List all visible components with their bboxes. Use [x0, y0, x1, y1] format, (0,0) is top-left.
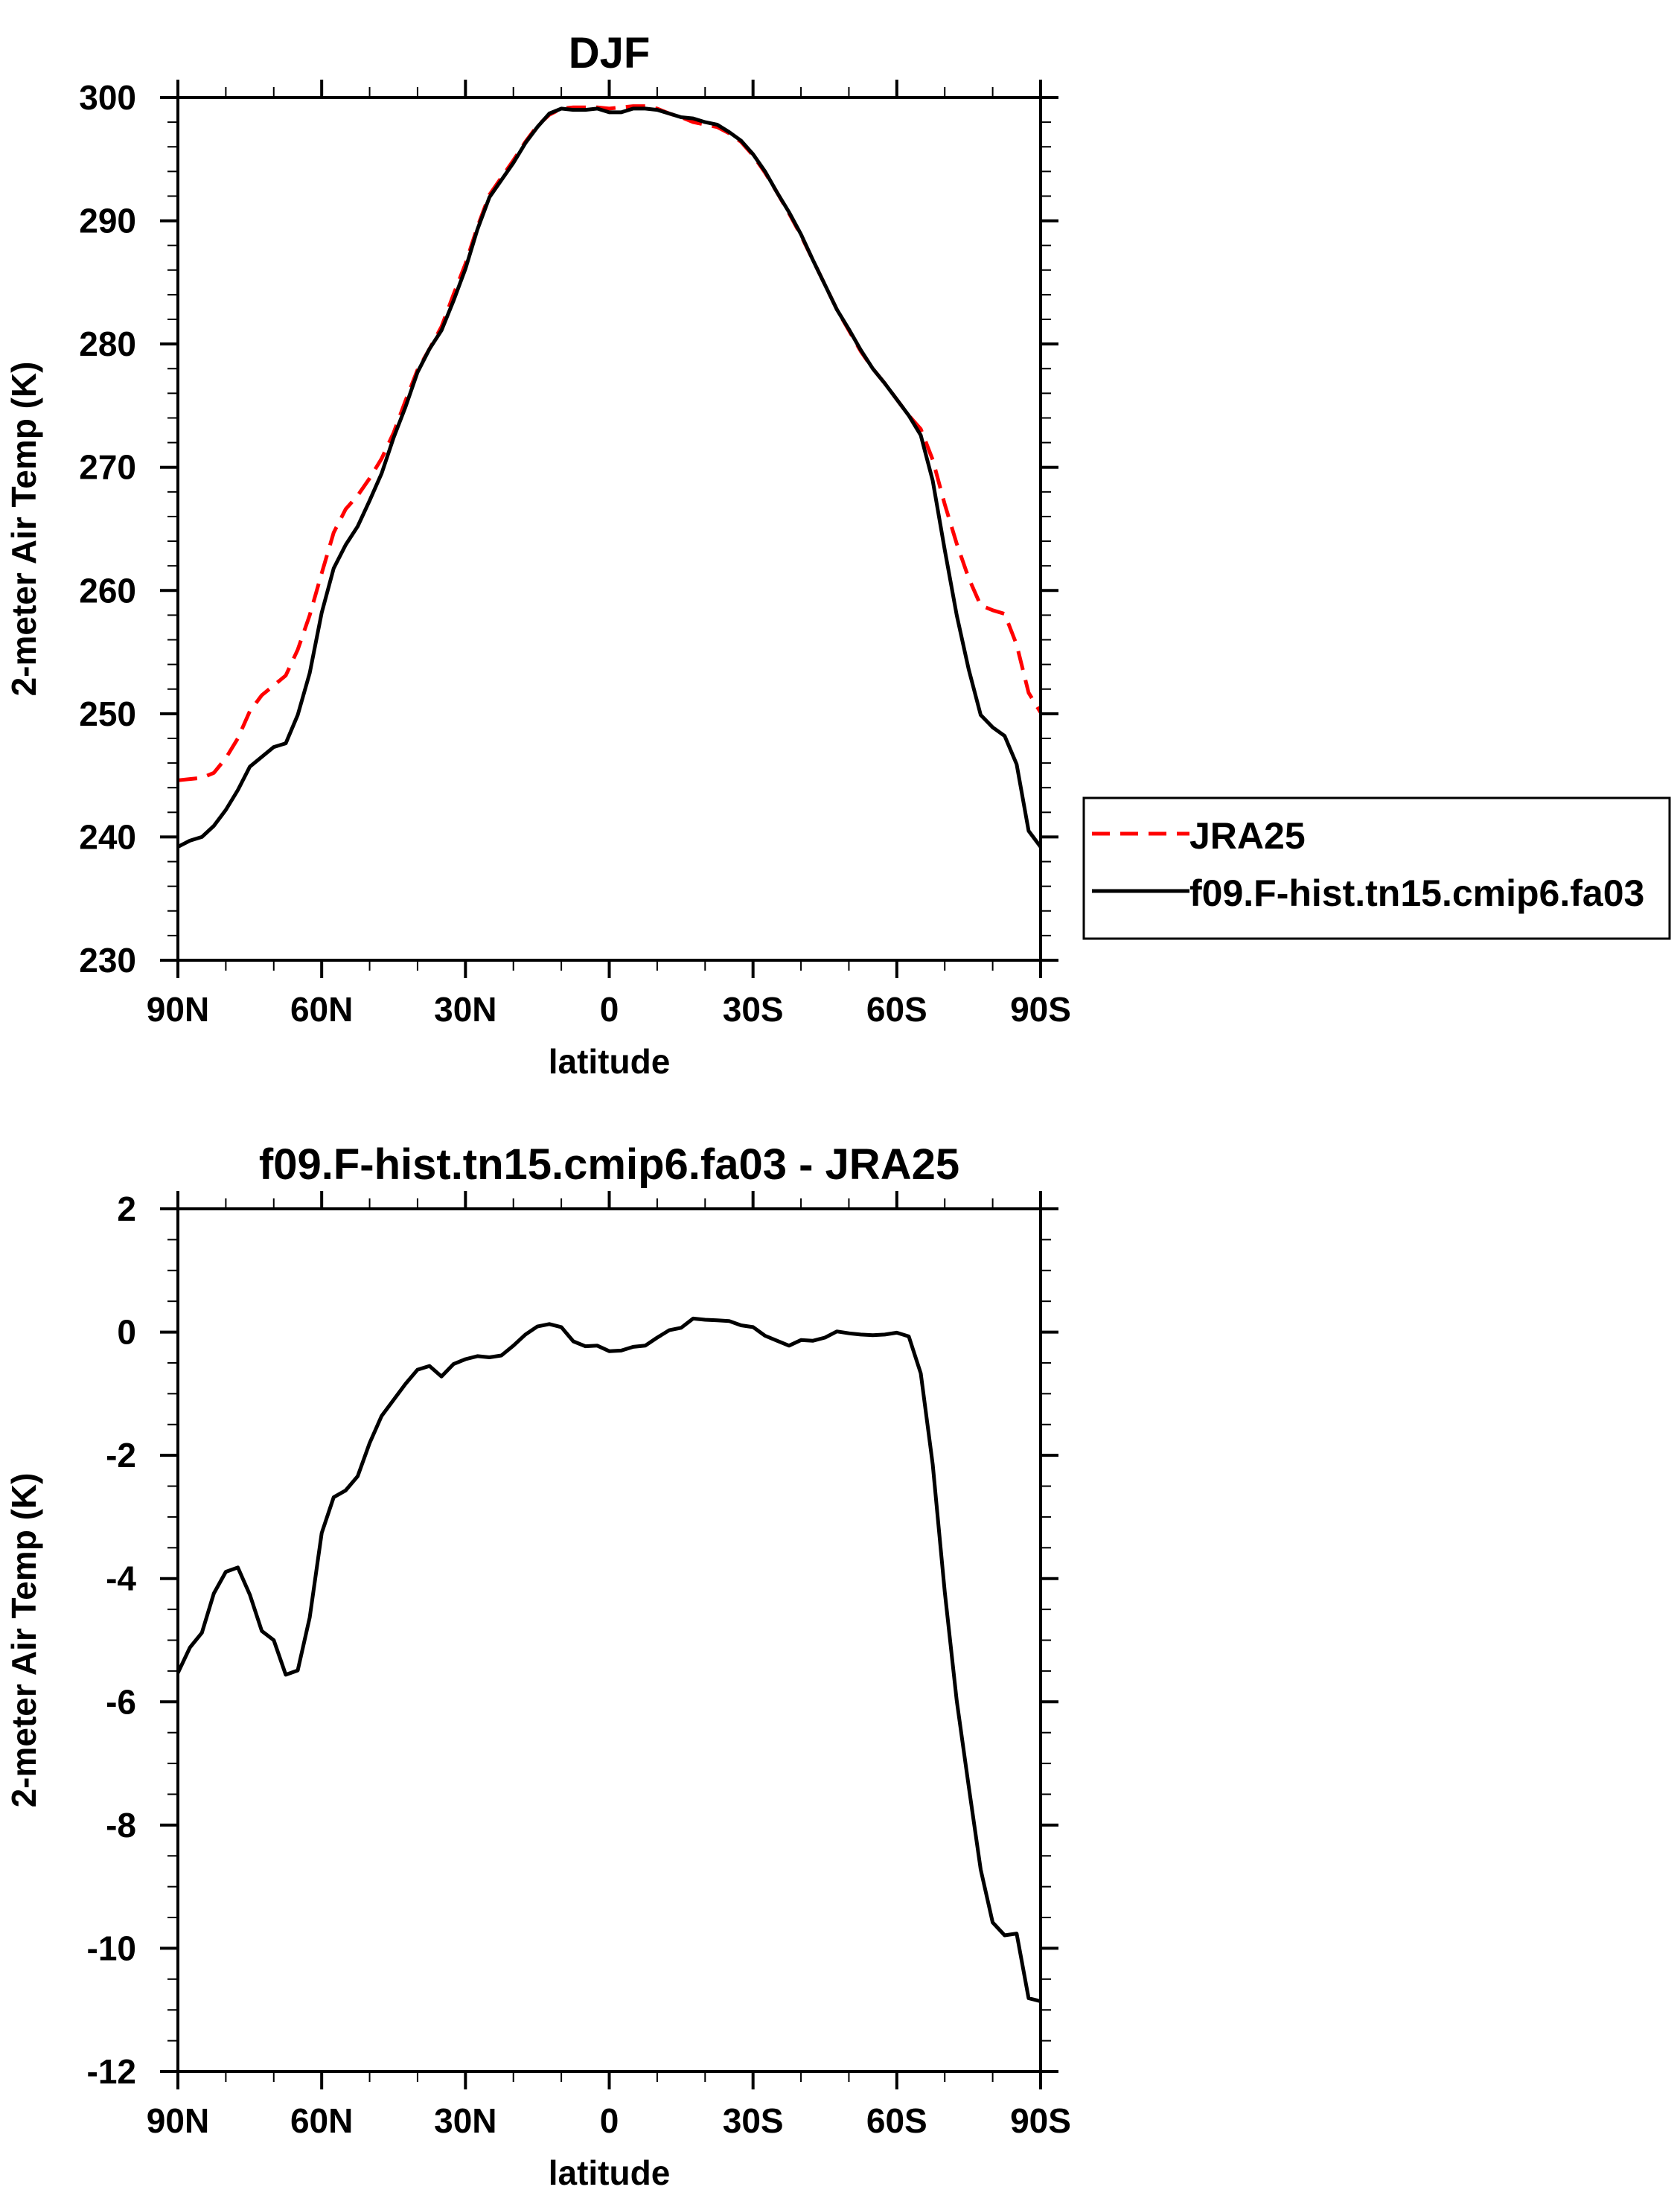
x-tick-label: 30S — [723, 2101, 784, 2140]
y-tick-label: 300 — [79, 78, 136, 117]
x-tick-label: 60N — [290, 990, 353, 1029]
y-tick-label: 230 — [79, 941, 136, 980]
series-line-model — [176, 1316, 1041, 2004]
y-tick-label: 280 — [79, 325, 136, 363]
legend-label: JRA25 — [1189, 815, 1306, 857]
chart-title: DJF — [569, 29, 651, 77]
y-tick-label: 0 — [117, 1313, 136, 1352]
top-panel-djf: DJF 90N 60N 30N 0 30S 60S 90S 230 240 250 260 270 280… — [4, 29, 1071, 1081]
chart-title: f09.F-hist.tn15.cmip6.fa03 - JRA25 — [259, 1140, 959, 1189]
legend-label: f09.F-hist.tn15.cmip6.fa03 — [1189, 872, 1644, 914]
x-tick-label: 90S — [1010, 2101, 1071, 2140]
x-tick-label: 90S — [1010, 990, 1071, 1029]
y-tick-label: -6 — [106, 1682, 136, 1721]
legend: JRA25 f09.F-hist.tn15.cmip6.fa03 — [1082, 796, 1671, 940]
y-tick-label: -4 — [106, 1559, 136, 1598]
x-axis-label: latitude — [549, 1042, 671, 1081]
x-axis-label: latitude — [549, 2153, 671, 2192]
y-tick-label: -12 — [87, 2052, 136, 2091]
y-tick-label: 260 — [79, 571, 136, 610]
x-tick-label: 0 — [600, 990, 619, 1029]
y-tick-label: 240 — [79, 817, 136, 856]
x-tick-label: 90N — [147, 2101, 209, 2140]
y-axis-label: 2-meter Air Temp (K) — [4, 362, 43, 697]
y-tick-label: -2 — [106, 1436, 136, 1475]
x-tick-label: 60N — [290, 2101, 353, 2140]
y-tick-label: -8 — [106, 1806, 136, 1845]
x-tick-label: 0 — [600, 2101, 619, 2140]
bottom-panel-difference: f09.F-hist.tn15.cmip6.fa03 - JRA25 90N 60N… — [4, 1140, 1071, 2192]
x-tick-label: 30S — [723, 990, 784, 1029]
x-tick-label: 30N — [434, 2101, 496, 2140]
y-axis-label: 2-meter Air Temp (K) — [4, 1473, 43, 1808]
y-tick-label: 2 — [117, 1189, 136, 1228]
y-tick-label: -10 — [87, 1929, 136, 1967]
x-tick-label: 30N — [434, 990, 496, 1029]
plot-frame — [176, 1207, 1042, 2073]
legend-box — [1082, 796, 1671, 940]
series-line-model — [176, 106, 1043, 849]
x-tick-label: 60S — [866, 990, 927, 1029]
plot-frame — [176, 96, 1042, 962]
x-tick-label: 60S — [866, 2101, 927, 2140]
y-tick-label: 290 — [79, 202, 136, 240]
y-tick-label: 250 — [79, 694, 136, 733]
y-tick-label: 270 — [79, 448, 136, 487]
x-tick-label: 90N — [147, 990, 209, 1029]
